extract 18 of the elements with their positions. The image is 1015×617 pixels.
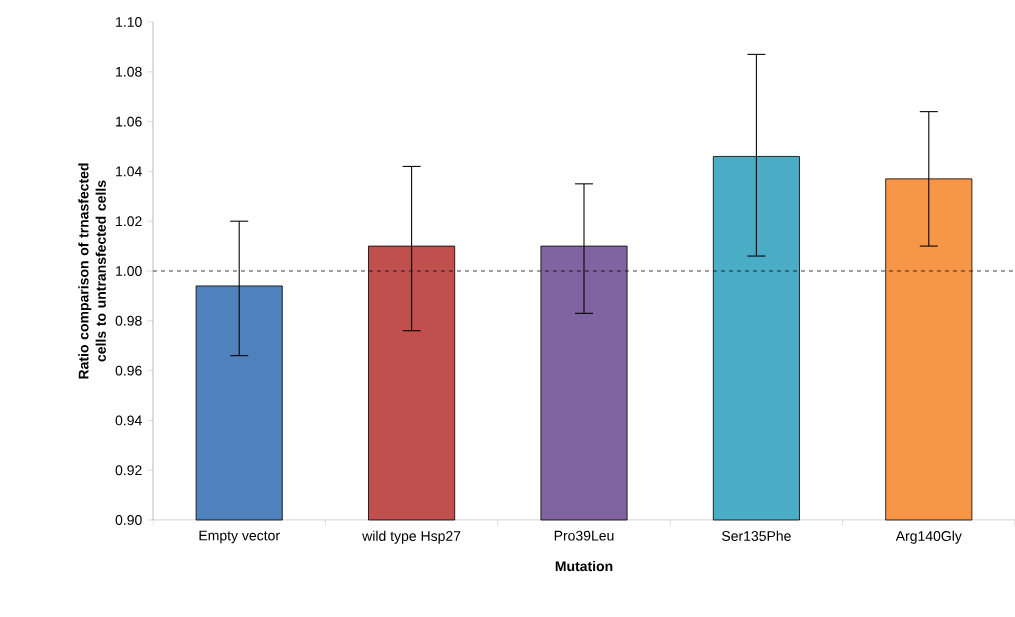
x-tick-label: wild type Hsp27 bbox=[362, 530, 461, 544]
y-tick-label: 0.94 bbox=[115, 415, 142, 426]
y-tick-label: 1.06 bbox=[116, 116, 142, 127]
y-tick-label: 1.00 bbox=[116, 266, 142, 276]
y-tick-label: 0.98 bbox=[115, 315, 142, 326]
y-tick-label: 0.92 bbox=[115, 465, 142, 476]
x-tick-label: Arg140Gly bbox=[895, 530, 962, 544]
x-tick-label: Pro39Leu bbox=[554, 530, 614, 541]
y-tick-label: 0.90 bbox=[115, 515, 142, 525]
x-tick-label: Ser135Phe bbox=[722, 530, 791, 541]
y-tick-label: 1.10 bbox=[116, 17, 142, 27]
x-tick-label: Empty vector bbox=[199, 530, 280, 544]
x-axis-title: Mutation bbox=[555, 560, 613, 572]
y-tick-label: 1.02 bbox=[116, 216, 142, 227]
y-tick-label: 0.96 bbox=[115, 365, 142, 376]
y-axis-title: Ratio comparison of trnasfected cells to untransfected cells bbox=[78, 163, 106, 379]
y-tick-label: 1.08 bbox=[116, 66, 142, 77]
y-tick-label: 1.04 bbox=[116, 166, 142, 177]
